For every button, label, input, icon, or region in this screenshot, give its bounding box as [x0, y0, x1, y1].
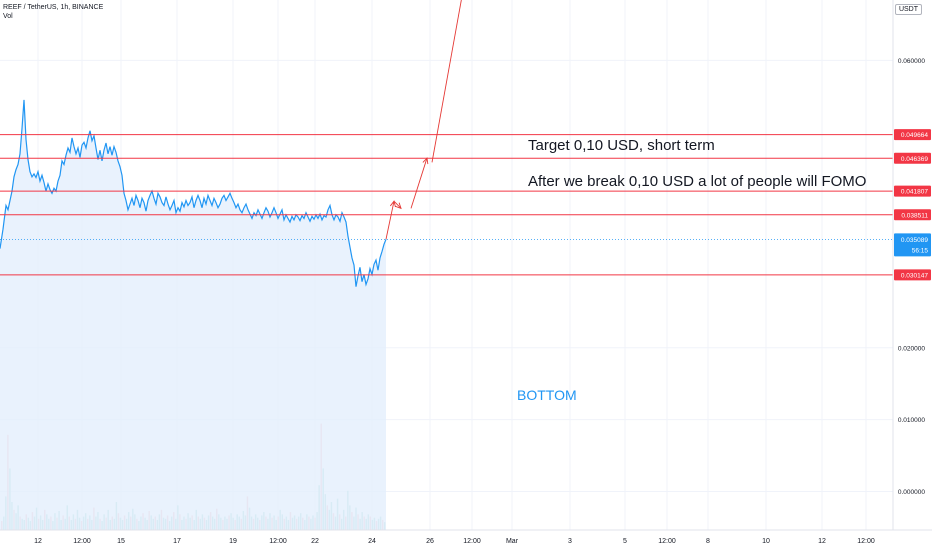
level-label-bg — [894, 152, 931, 164]
time-tick-label[interactable]: 8 — [706, 538, 710, 545]
annotations[interactable]: Target 0,10 USD, short term After we bre… — [517, 137, 866, 403]
time-tick-label[interactable]: 12:00 — [269, 538, 287, 545]
time-tick-label[interactable]: 12:00 — [73, 538, 91, 545]
price-tick-label[interactable]: 0.010000 — [898, 417, 925, 424]
countdown-label: 56:15 — [912, 247, 929, 254]
target-annotation[interactable]: Target 0,10 USD, short term — [528, 137, 715, 154]
price-line — [0, 99, 387, 287]
time-tick-label[interactable]: 12:00 — [658, 538, 676, 545]
time-tick-label[interactable]: Mar — [506, 538, 519, 545]
grid-lines — [0, 0, 893, 530]
level-label: 0.041807 — [901, 189, 928, 196]
price-area — [0, 99, 386, 531]
time-tick-label[interactable]: 3 — [568, 538, 572, 545]
price-series — [0, 99, 387, 531]
time-tick-label[interactable]: 10 — [762, 538, 770, 545]
volume-label[interactable]: Vol — [3, 13, 13, 20]
projection-segment — [385, 201, 395, 240]
chart-header: REEF / TetherUS, 1h, BINANCE Vol — [3, 3, 103, 21]
level-label-bg — [894, 185, 931, 197]
time-tick-label[interactable]: 12:00 — [857, 538, 875, 545]
level-label: 0.046369 — [901, 156, 928, 163]
time-tick-label[interactable]: 17 — [173, 538, 181, 545]
time-tick-label[interactable]: 24 — [368, 538, 376, 545]
projection-arrowhead — [395, 202, 402, 210]
projection-arrows[interactable] — [385, 0, 505, 240]
price-tick-label[interactable]: 0.060000 — [898, 58, 925, 65]
price-tick-label[interactable]: 0.020000 — [898, 345, 925, 352]
level-label: 0.038511 — [901, 212, 928, 219]
projection-arrowhead — [422, 157, 429, 165]
level-label: 0.049664 — [901, 132, 928, 139]
time-tick-label[interactable]: 19 — [229, 538, 237, 545]
last-price-badge — [894, 233, 931, 257]
time-tick-label[interactable]: 26 — [426, 538, 434, 545]
time-tick-label[interactable]: 5 — [623, 538, 627, 545]
symbol-title[interactable]: REEF / TetherUS, 1h, BINANCE — [3, 4, 104, 11]
level-label: 0.030147 — [901, 272, 928, 279]
projection-segment — [431, 0, 462, 163]
projection-segment — [393, 200, 402, 209]
level-label-bg — [894, 269, 931, 281]
time-tick-label[interactable]: 12 — [818, 538, 826, 545]
time-tick-label[interactable]: 12:00 — [463, 538, 481, 545]
horizontal-levels[interactable]: 0.049664 0.046369 0.041807 0.038511 0.030147… — [0, 129, 931, 281]
bottom-annotation[interactable]: BOTTOM — [517, 387, 577, 403]
time-tick-label[interactable]: 15 — [117, 538, 125, 545]
level-label-bg — [894, 209, 931, 221]
time-axis[interactable]: 12 12:00 15 17 19 12:00 22 24 26 12:00 Mar 3 5 12:00 8… — [0, 529, 932, 545]
price-tick-label[interactable]: 0.000000 — [898, 489, 925, 496]
currency-badge[interactable]: USDT — [894, 4, 922, 15]
last-price-label: 0.035089 — [901, 237, 928, 244]
projection-segment — [410, 157, 428, 209]
price-axis[interactable]: 0.1300000.1200000.1100000.1000000.090000… — [892, 0, 925, 550]
fomo-annotation[interactable]: After we break 0,10 USD a lot of people … — [528, 173, 866, 190]
time-tick-label[interactable]: 12 — [34, 538, 42, 545]
level-label-bg — [894, 129, 931, 141]
time-tick-label[interactable]: 22 — [311, 538, 319, 545]
